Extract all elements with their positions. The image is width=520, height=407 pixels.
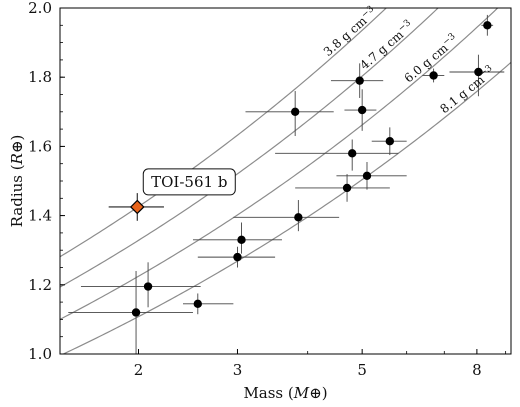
y-tick-label: 1.2 — [28, 276, 52, 294]
x-axis-unit: M⊕ — [293, 384, 322, 402]
planet-point — [143, 282, 153, 291]
planet-point — [362, 171, 372, 181]
planet-point — [131, 308, 141, 317]
y-tick-label: 1.8 — [28, 68, 52, 86]
planet-point — [429, 71, 438, 80]
planet-point — [474, 67, 483, 77]
axes: 1.0 1.2 1.4 1.6 1.8 2.0 2 3 5 8 — [28, 0, 512, 379]
density-exponent: −3 — [396, 18, 413, 34]
plot-frame — [59, 7, 512, 355]
callout-label: TOI-561 b — [151, 173, 227, 191]
y-tick-label: 1.0 — [28, 345, 52, 363]
x-tick-label: 8 — [472, 361, 482, 379]
axis-labels: 3.8 g cm−34.7 g cm−36.0 g cm−38.1 g cm−3… — [8, 4, 498, 402]
planet-point — [294, 213, 303, 222]
density-curve — [60, 8, 439, 288]
y-axis-label: Radius (R⊕) — [8, 135, 26, 228]
x-tick-label: 2 — [134, 361, 144, 379]
x-tick-label: 3 — [233, 361, 243, 379]
density-exponent: −3 — [360, 4, 377, 20]
density-curve — [61, 61, 511, 354]
x-tick-label: 5 — [357, 361, 367, 379]
planet-point — [233, 252, 242, 262]
y-tick-label: 1.4 — [28, 207, 52, 225]
error-bars — [68, 14, 505, 354]
planet-point — [290, 107, 300, 117]
callout-box — [142, 168, 236, 196]
planet-point — [237, 235, 246, 245]
toi-561b-marker — [129, 199, 145, 215]
density-exponent: −3 — [441, 31, 458, 47]
planet-point — [483, 21, 492, 30]
y-tick-label: 1.6 — [28, 137, 52, 155]
density-curve-label: 8.1 g cm−3 — [437, 63, 498, 116]
planet-point — [347, 149, 357, 158]
planet-point — [385, 137, 395, 146]
density-curve — [60, 8, 499, 320]
y-axis-unit: R⊕ — [8, 141, 26, 166]
planet-point — [342, 183, 352, 193]
planet-point — [355, 76, 364, 85]
toi-561b-highlight: TOI-561 b — [108, 168, 236, 221]
planet-point — [193, 299, 202, 309]
y-tick-label: 2.0 — [28, 0, 52, 17]
density-exponent: −3 — [478, 63, 495, 79]
x-axis-label: Mass (M⊕) — [243, 384, 327, 402]
planet-point — [357, 105, 367, 115]
data-points — [131, 21, 492, 317]
